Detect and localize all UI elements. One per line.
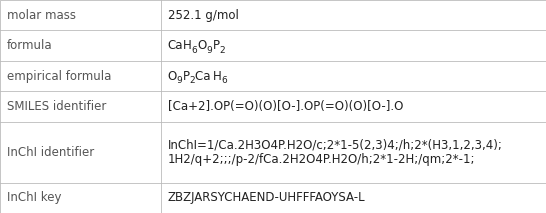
Text: 9: 9	[207, 46, 212, 55]
Text: 2: 2	[189, 76, 195, 85]
Text: ZBZJARSYCHAEND-UHFFFAOYSA-L: ZBZJARSYCHAEND-UHFFFAOYSA-L	[168, 191, 365, 204]
Text: P: P	[182, 70, 189, 83]
Text: O: O	[198, 39, 207, 52]
Text: O: O	[168, 70, 177, 83]
Text: 6: 6	[192, 46, 198, 55]
Text: InChI=1/Ca.2H3O4P.H2O/c;2*1-5(2,3)4;/h;2*(H3,1,2,3,4);: InChI=1/Ca.2H3O4P.H2O/c;2*1-5(2,3)4;/h;2…	[168, 138, 502, 151]
Text: formula: formula	[7, 39, 52, 52]
Text: empirical formula: empirical formula	[7, 70, 111, 83]
Text: molar mass: molar mass	[7, 9, 75, 22]
Text: 252.1 g/mol: 252.1 g/mol	[168, 9, 239, 22]
Text: InChI identifier: InChI identifier	[7, 146, 94, 159]
Text: H: H	[183, 39, 192, 52]
Text: Ca: Ca	[168, 39, 183, 52]
Text: SMILES identifier: SMILES identifier	[7, 100, 106, 113]
Text: InChI key: InChI key	[7, 191, 61, 204]
Text: [Ca+2].OP(=O)(O)[O-].OP(=O)(O)[O-].O: [Ca+2].OP(=O)(O)[O-].OP(=O)(O)[O-].O	[168, 100, 403, 113]
Text: P: P	[212, 39, 219, 52]
Text: H: H	[213, 70, 222, 83]
Text: 6: 6	[222, 76, 228, 85]
Text: 9: 9	[177, 76, 182, 85]
Text: 1H2/q+2;;;/p-2/fCa.2H2O4P.H2O/h;2*1-2H;/qm;2*-1;: 1H2/q+2;;;/p-2/fCa.2H2O4P.H2O/h;2*1-2H;/…	[168, 153, 475, 166]
Text: 2: 2	[219, 46, 225, 55]
Text: Ca: Ca	[195, 70, 213, 83]
